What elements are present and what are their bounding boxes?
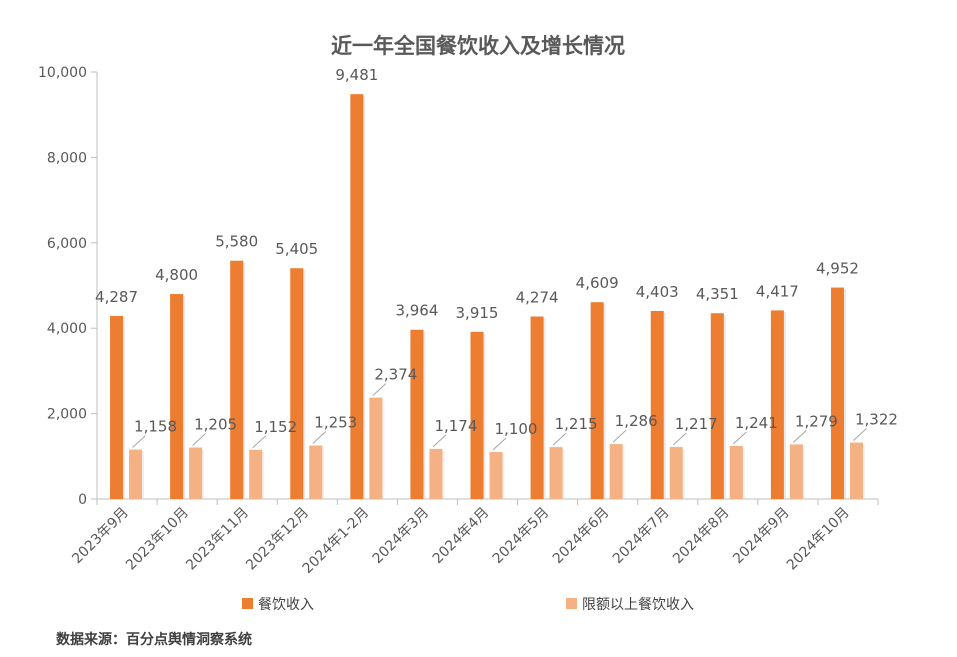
data-label-dining-revenue: 4,952 (816, 260, 859, 278)
data-label-dining-revenue: 4,417 (756, 282, 799, 300)
data-label-dining-revenue: 4,351 (696, 285, 739, 303)
bar-above-limit-revenue (729, 446, 743, 499)
data-label-leader (793, 430, 807, 443)
bar-dining-revenue (590, 302, 604, 499)
bar-dining-revenue (290, 268, 304, 499)
bar-above-limit-revenue (609, 444, 623, 499)
bar-dining-revenue (350, 94, 364, 499)
x-tick-label: 2024年5月 (490, 505, 553, 568)
data-label-dining-revenue: 3,915 (456, 304, 499, 322)
bar-dining-revenue (830, 287, 844, 499)
data-label-leader (612, 429, 627, 443)
x-tick-label: 2024年7月 (610, 505, 673, 568)
x-tick-label: 2023年11月 (183, 505, 252, 574)
data-label-above-limit-revenue: 1,100 (495, 420, 538, 438)
data-label-dining-revenue: 4,609 (576, 274, 619, 292)
data-label-above-limit-revenue: 1,205 (194, 416, 237, 434)
bar-above-limit-revenue (129, 449, 143, 499)
bar-above-limit-revenue (189, 447, 203, 499)
bar-dining-revenue (710, 313, 724, 499)
bar-dining-revenue (170, 294, 184, 499)
data-label-above-limit-revenue: 1,279 (795, 412, 838, 430)
data-label-leader (432, 434, 447, 448)
x-tick-label: 2024年10月 (784, 505, 853, 574)
legend-label: 餐饮收入 (258, 597, 314, 613)
data-label-dining-revenue: 4,287 (95, 288, 138, 306)
data-label-dining-revenue: 5,405 (275, 240, 318, 258)
bar-dining-revenue (470, 331, 484, 499)
data-label-leader (672, 432, 687, 446)
data-label-dining-revenue: 4,403 (636, 283, 679, 301)
data-label-leader (853, 428, 867, 441)
data-label-above-limit-revenue: 1,241 (735, 414, 778, 432)
data-label-above-limit-revenue: 1,174 (434, 417, 477, 435)
y-axis: 0 2,000 4,000 6,000 8,000 10,000 (38, 65, 98, 508)
data-label-dining-revenue: 4,274 (516, 289, 559, 307)
data-label-dining-revenue: 3,964 (395, 302, 438, 320)
bar-above-limit-revenue (309, 445, 323, 499)
x-tick-label: 2024年8月 (670, 505, 733, 568)
x-tick-label: 2023年10月 (123, 505, 192, 574)
bar-above-limit-revenue (549, 447, 563, 499)
chart-title: 近一年全国餐饮收入及增长情况 (331, 34, 625, 58)
bar-dining-revenue (530, 316, 544, 499)
bar-dining-revenue (110, 315, 124, 499)
bar-above-limit-revenue (489, 452, 503, 499)
y-tick-label: 10,000 (38, 65, 87, 81)
y-tick-label: 2,000 (47, 407, 87, 423)
bar-dining-revenue (770, 310, 784, 499)
x-tick-label: 2024年4月 (430, 505, 493, 568)
data-label-leader (312, 431, 327, 444)
data-label-leader (372, 383, 387, 396)
x-tick-label: 2024年6月 (550, 505, 613, 568)
data-label-above-limit-revenue: 1,152 (254, 418, 297, 436)
source-note: 数据来源：百分点舆情洞察系统 (56, 631, 252, 648)
data-label-leader (192, 433, 206, 446)
data-label-dining-revenue: 4,800 (155, 266, 198, 284)
bar-above-limit-revenue (789, 444, 803, 499)
data-label-leader (552, 432, 567, 446)
data-label-above-limit-revenue: 1,215 (555, 415, 598, 433)
data-label-above-limit-revenue: 1,158 (134, 418, 177, 436)
y-tick-label: 0 (78, 492, 87, 508)
data-label-leader (132, 435, 146, 448)
data-label-above-limit-revenue: 1,217 (675, 415, 718, 433)
x-tick-label: 2024年3月 (370, 505, 433, 568)
x-tick-label: 2023年9月 (69, 505, 132, 568)
x-tick-label: 2024年9月 (730, 505, 793, 568)
data-label-above-limit-revenue: 2,374 (374, 366, 417, 384)
bar-above-limit-revenue (429, 448, 443, 499)
legend: 餐饮收入 限额以上餐饮收入 (242, 597, 694, 613)
data-label-leader (492, 437, 507, 451)
data-label-above-limit-revenue: 1,286 (615, 412, 658, 430)
y-tick-label: 4,000 (47, 321, 87, 337)
legend-swatch (242, 598, 253, 609)
bars (110, 94, 865, 499)
data-label-leader (252, 435, 267, 449)
bar-dining-revenue (650, 310, 664, 499)
bar-above-limit-revenue (369, 397, 383, 499)
bar-dining-revenue (230, 260, 244, 499)
bar-above-limit-revenue (669, 447, 683, 499)
bar-above-limit-revenue (249, 449, 263, 499)
data-labels: 4,287 1,158 4,800 1,205 5,580 1,152 5,405 1,253… (95, 66, 898, 451)
legend-label: 限额以上餐饮收入 (582, 597, 694, 613)
data-label-above-limit-revenue: 1,253 (314, 413, 357, 431)
bar-above-limit-revenue (849, 442, 863, 499)
y-tick-label: 6,000 (47, 236, 87, 252)
data-label-dining-revenue: 5,580 (215, 233, 258, 251)
legend-swatch (566, 598, 577, 609)
y-tick-label: 8,000 (47, 150, 87, 166)
x-axis: 2023年9月2023年10月2023年11月2023年12月2024年1-2月… (69, 498, 879, 577)
data-label-above-limit-revenue: 1,322 (855, 411, 898, 429)
data-label-dining-revenue: 9,481 (335, 66, 378, 84)
bar-dining-revenue (410, 329, 424, 499)
data-label-leader (732, 431, 747, 445)
